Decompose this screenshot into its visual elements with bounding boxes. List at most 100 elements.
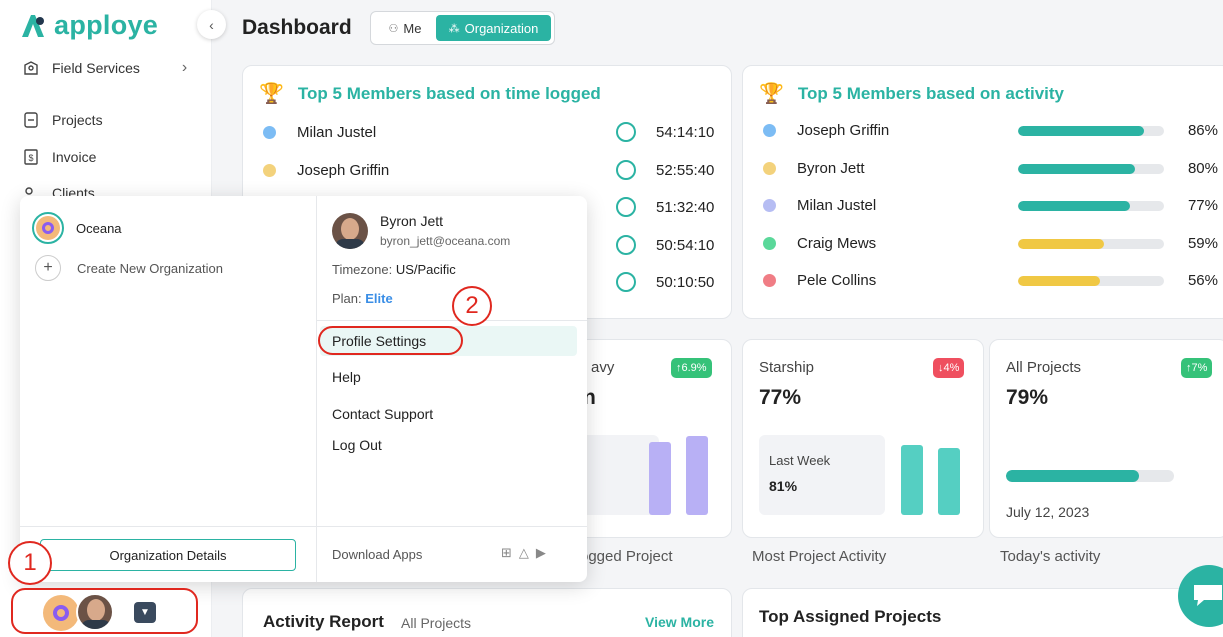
stat-date: July 12, 2023	[1006, 504, 1090, 520]
annotation-number: 1	[23, 549, 37, 576]
log-out-item[interactable]: Log Out	[332, 437, 382, 453]
list-item: Joseph Griffin 86%	[763, 122, 1218, 139]
divider	[316, 320, 587, 321]
trend-badge: ↑7%	[1181, 358, 1213, 378]
annotation-highlight-profile-settings	[318, 326, 463, 355]
chat-button[interactable]	[1178, 565, 1223, 627]
stat-value: 79%	[1006, 386, 1049, 409]
user-email: byron_jett@oceana.com	[380, 234, 511, 248]
member-name: Byron Jett	[797, 160, 865, 177]
annotation-step-1: 1	[8, 541, 52, 585]
me-organization-toggle: ⚇ Me ⁂ Organization	[370, 11, 555, 45]
activity-bar-fill	[1018, 163, 1135, 174]
member-name: Milan Justel	[297, 123, 377, 141]
progress-fill	[1006, 470, 1139, 482]
trophy-icon: 🏆	[759, 83, 784, 105]
account-switcher[interactable]: ▼	[11, 588, 198, 634]
org-item-oceana[interactable]: Oceana	[32, 212, 122, 244]
divider	[316, 526, 587, 527]
list-item: 51:32:40	[263, 197, 718, 217]
svg-text:$: $	[28, 153, 33, 163]
annotation-number: 2	[465, 292, 479, 319]
plan-label: Plan:	[332, 291, 362, 306]
view-more-link[interactable]: View More	[645, 614, 714, 630]
chart-bar	[901, 445, 923, 515]
list-item: 50:10:50	[263, 272, 718, 292]
member-dot	[763, 124, 776, 137]
sidebar-item-invoice[interactable]: $ Invoice	[22, 148, 96, 166]
chevron-down-icon[interactable]: ▼	[134, 602, 156, 623]
member-dot	[763, 274, 776, 287]
top-assigned-projects-card: Top Assigned Projects	[742, 588, 1223, 637]
clock-icon	[616, 272, 636, 292]
download-apps-label: Download Apps	[332, 547, 423, 562]
profile-settings-item[interactable]: Profile Settings	[332, 333, 427, 349]
toggle-organization[interactable]: ⁂ Organization	[436, 15, 551, 41]
card-title: Top 5 Members based on time logged	[297, 83, 601, 103]
toggle-me[interactable]: ⚇ Me	[374, 15, 436, 41]
contact-support-item[interactable]: Contact Support	[332, 406, 434, 422]
create-org-button[interactable]: + Create New Organization	[35, 255, 223, 281]
stat-label: Starship	[759, 359, 815, 376]
activity-percent: 86%	[1187, 122, 1218, 139]
linux-icon[interactable]: △	[518, 545, 529, 560]
stat-card-starship: Starship ↓4% 77% Last Week 81%	[742, 339, 984, 538]
card-title: Top Assigned Projects	[759, 607, 942, 626]
apploye-logo-icon	[22, 14, 44, 37]
list-item: 50:54:10	[263, 235, 718, 255]
apploye-logo[interactable]: apploye	[18, 10, 158, 41]
user-timezone: Timezone: US/Pacific	[332, 262, 456, 277]
chat-icon	[1194, 585, 1222, 606]
projects-icon	[24, 112, 38, 128]
activity-percent: 80%	[1187, 160, 1218, 177]
google-play-icon[interactable]: ▶	[535, 545, 546, 560]
field-services-icon	[24, 61, 38, 75]
windows-icon[interactable]: ⊞	[501, 545, 512, 560]
clock-icon	[616, 235, 636, 255]
member-time: 54:14:10	[656, 123, 715, 141]
chevron-right-icon: ›	[181, 59, 188, 76]
toggle-me-label: Me	[403, 20, 422, 36]
activity-bar-fill	[1018, 125, 1144, 136]
user-avatar	[76, 593, 114, 631]
list-item: Byron Jett 80%	[763, 160, 1218, 177]
member-dot	[763, 162, 776, 175]
activity-report-card: Activity Report All Projects View More	[242, 588, 732, 637]
sidebar-item-field-services[interactable]: Field Services ›	[22, 59, 187, 77]
card-title: Top 5 Members based on activity	[797, 83, 1064, 103]
clock-icon	[616, 122, 636, 142]
card-title: Activity Report	[263, 612, 384, 631]
activity-bar	[1018, 125, 1164, 136]
page-title: Dashboard	[242, 16, 352, 39]
activity-bar-fill	[1018, 275, 1100, 286]
member-time: 50:54:10	[656, 236, 715, 254]
app-name: apploye	[54, 10, 159, 40]
sidebar-item-label: Field Services	[52, 60, 140, 76]
member-name: Joseph Griffin	[297, 161, 390, 179]
activity-bar	[1018, 163, 1164, 174]
chevron-left-icon: ‹	[209, 16, 214, 33]
member-name: Joseph Griffin	[797, 122, 890, 139]
help-item[interactable]: Help	[332, 369, 361, 385]
annotation-step-2: 2	[452, 286, 492, 326]
plan-value: Elite	[365, 291, 393, 306]
stat-footer: Most Project Activity	[752, 548, 887, 565]
collapse-sidebar-button[interactable]: ‹	[197, 10, 226, 39]
popup-divider	[316, 196, 317, 582]
organization-icon: ⁂	[448, 22, 460, 35]
sidebar-item-projects[interactable]: Projects	[22, 111, 103, 129]
org-avatar	[43, 595, 79, 631]
progress-bar	[1006, 470, 1174, 482]
top-activity-card: 🏆 Top 5 Members based on activity Joseph…	[742, 65, 1223, 319]
stat-footer: Today's activity	[1000, 548, 1101, 565]
sidebar-item-clients[interactable]: Clients	[22, 185, 95, 197]
timezone-value: US/Pacific	[395, 262, 456, 277]
chart-bar	[686, 436, 708, 515]
list-item: Joseph Griffin 52:55:40	[263, 160, 718, 180]
member-time: 50:10:50	[656, 273, 715, 291]
stat-card-all-projects: All Projects ↑7% 79% July 12, 2023	[989, 339, 1223, 538]
user-plan: Plan: Elite	[332, 291, 393, 306]
organization-details-button[interactable]: Organization Details	[40, 539, 296, 571]
clock-icon	[616, 160, 636, 180]
chart-bar	[649, 442, 671, 515]
